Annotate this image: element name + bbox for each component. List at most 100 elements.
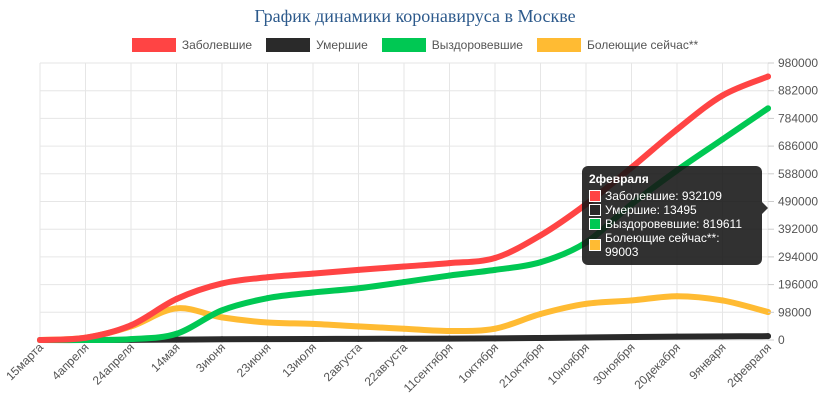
data-point-2-9 bbox=[446, 272, 453, 279]
tooltip-text-deaths: Умершие: 13495 bbox=[605, 203, 697, 217]
data-point-1-15 bbox=[719, 333, 726, 340]
data-point-0-8 bbox=[401, 263, 407, 270]
data-point-3-4 bbox=[219, 314, 225, 321]
y-tick-label: 686000 bbox=[778, 139, 818, 153]
y-tick-label: 882000 bbox=[778, 84, 818, 98]
y-tick-label: 980000 bbox=[778, 56, 818, 70]
tooltip-text-recovered: Выздоровевшие: 819611 bbox=[605, 217, 743, 231]
data-point-1-7 bbox=[355, 335, 362, 342]
data-point-0-2 bbox=[128, 322, 134, 329]
data-point-2-10 bbox=[492, 266, 498, 273]
data-point-2-2 bbox=[128, 336, 134, 343]
y-tick-label: 588000 bbox=[778, 167, 818, 181]
legend-swatch-active bbox=[536, 38, 581, 52]
data-point-1-16 bbox=[765, 333, 771, 340]
legend-label-cases: Заболевшие bbox=[181, 38, 253, 52]
tooltip-arrow bbox=[762, 202, 768, 214]
tooltip-text-active: Болеющие сейчас**: 99003 bbox=[605, 231, 720, 259]
y-axis: 9800008820007840006860005880004900003920… bbox=[768, 56, 818, 347]
tooltip: 2февраля Заболевшие: 932109 Умершие: 134… bbox=[582, 166, 762, 265]
x-tick-label: 11сентября bbox=[401, 340, 456, 395]
data-point-2-5 bbox=[264, 295, 271, 302]
x-tick-label: 14мая bbox=[148, 340, 182, 374]
data-point-3-9 bbox=[446, 327, 453, 334]
data-point-3-5 bbox=[264, 319, 271, 326]
tooltip-text-cases: Заболевшие: 932109 bbox=[605, 189, 722, 203]
data-point-1-9 bbox=[446, 335, 453, 342]
x-tick-label: 10ноября bbox=[545, 340, 592, 387]
tooltip-row-active: Болеющие сейчас**: 99003 bbox=[589, 231, 755, 259]
data-point-1-11 bbox=[537, 334, 544, 341]
x-tick-label: 2февраля bbox=[724, 340, 774, 390]
data-point-3-14 bbox=[674, 293, 680, 300]
data-point-2-6 bbox=[310, 289, 316, 296]
tooltip-row-cases: Заболевшие: 932109 bbox=[589, 189, 755, 203]
tooltip-row-recovered: Выздоровевшие: 819611 bbox=[589, 217, 755, 231]
data-point-1-12 bbox=[583, 334, 589, 341]
legend-item-recovered[interactable]: Выздоровевшие bbox=[381, 38, 523, 52]
data-point-1-3 bbox=[173, 336, 180, 343]
data-point-0-16 bbox=[765, 73, 771, 80]
x-tick-label: 23июня bbox=[234, 340, 274, 380]
x-tick-label: 2августа bbox=[321, 340, 365, 384]
x-tick-label: 30ноября bbox=[590, 340, 637, 387]
data-point-0-4 bbox=[219, 280, 225, 287]
x-tick-label: 15марта bbox=[3, 340, 46, 383]
data-point-2-15 bbox=[719, 136, 726, 143]
legend-swatch-recovered bbox=[381, 38, 426, 52]
y-tick-label: 0 bbox=[778, 333, 785, 347]
data-point-0-7 bbox=[355, 266, 362, 273]
y-tick-label: 98000 bbox=[778, 305, 812, 319]
data-point-1-4 bbox=[219, 336, 225, 343]
legend-swatch-deaths bbox=[266, 38, 311, 52]
x-tick-label: 1октября bbox=[455, 340, 501, 386]
data-point-0-5 bbox=[264, 274, 271, 281]
data-point-3-7 bbox=[355, 323, 362, 330]
y-tick-label: 784000 bbox=[778, 111, 818, 125]
data-point-0-14 bbox=[674, 126, 680, 133]
legend-item-cases[interactable]: Заболевшие bbox=[131, 38, 253, 52]
x-tick-label: 24апреля bbox=[90, 340, 137, 387]
data-point-1-5 bbox=[264, 336, 271, 343]
data-point-0-11 bbox=[537, 232, 544, 239]
legend: Заболевшие Умершие Выздоровевшие Болеющи… bbox=[0, 38, 830, 52]
x-tick-label: 22августа bbox=[362, 340, 411, 389]
data-point-1-10 bbox=[492, 335, 498, 342]
y-tick-label: 490000 bbox=[778, 195, 818, 209]
x-tick-label: 3июня bbox=[193, 340, 228, 375]
legend-label-deaths: Умершие bbox=[316, 38, 368, 52]
tooltip-title: 2февраля bbox=[589, 172, 649, 186]
x-tick-label: 20декабря bbox=[631, 340, 683, 392]
legend-item-active[interactable]: Болеющие сейчас** bbox=[536, 38, 698, 52]
x-tick-label: 9января bbox=[686, 340, 728, 382]
data-point-2-3 bbox=[173, 330, 180, 337]
data-point-1-14 bbox=[674, 333, 680, 340]
data-point-2-11 bbox=[537, 259, 544, 266]
tooltip-swatch-deaths bbox=[589, 204, 601, 216]
data-point-0-3 bbox=[173, 296, 180, 303]
x-tick-label: 13июля bbox=[279, 340, 319, 380]
data-point-3-15 bbox=[719, 297, 726, 304]
data-point-0-6 bbox=[310, 270, 316, 277]
tooltip-swatch-recovered bbox=[589, 218, 601, 230]
x-tick-label: 4апреля bbox=[49, 340, 92, 383]
tooltip-swatch-active bbox=[589, 239, 601, 251]
y-tick-label: 294000 bbox=[778, 250, 818, 264]
x-tick-label: 21октября bbox=[496, 340, 546, 390]
data-point-3-12 bbox=[583, 300, 589, 307]
data-point-0-10 bbox=[492, 255, 498, 262]
data-point-3-10 bbox=[492, 325, 498, 332]
data-point-0-1 bbox=[82, 334, 89, 341]
data-point-2-8 bbox=[401, 279, 407, 286]
data-point-3-8 bbox=[401, 325, 407, 332]
legend-label-recovered: Выздоровевшие bbox=[431, 38, 523, 52]
chart-title: График динамики коронавируса в Москве bbox=[254, 6, 576, 26]
data-point-0-9 bbox=[446, 260, 453, 267]
legend-item-deaths[interactable]: Умершие bbox=[266, 38, 368, 52]
data-point-1-6 bbox=[310, 335, 316, 342]
data-point-2-7 bbox=[355, 285, 362, 292]
data-point-0-0 bbox=[37, 337, 43, 343]
data-point-3-6 bbox=[310, 320, 316, 327]
y-tick-label: 392000 bbox=[778, 222, 818, 236]
